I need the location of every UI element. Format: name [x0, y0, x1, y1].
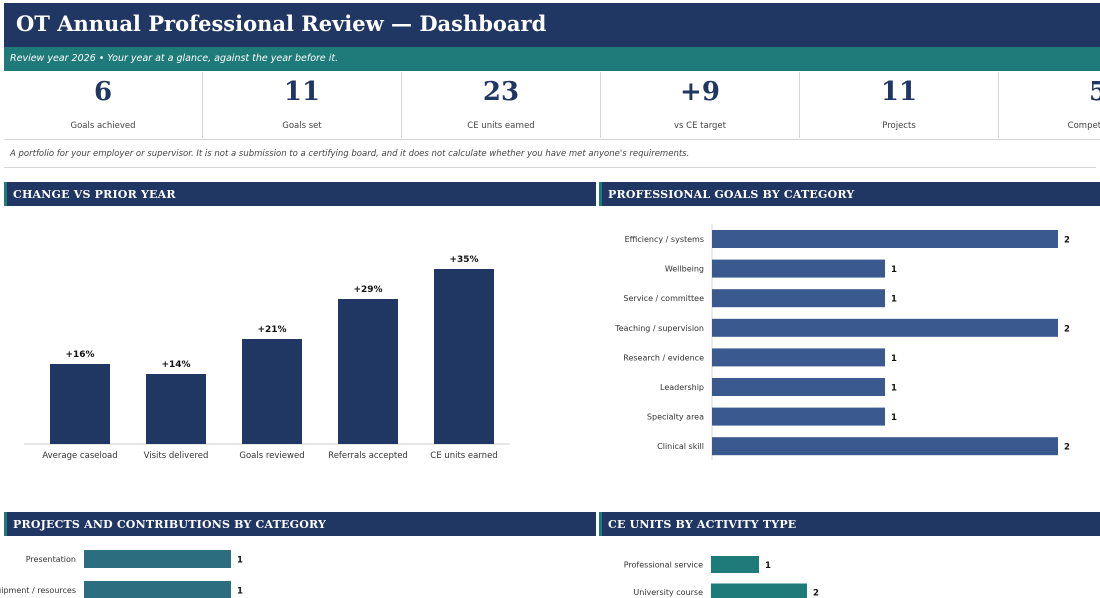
bar [712, 348, 885, 367]
data-label: 2 [813, 589, 819, 598]
data-label: 2 [1064, 324, 1070, 334]
data-label: 2 [1064, 443, 1070, 453]
y-tick-label: Presentation [26, 555, 76, 564]
data-label: +29% [353, 285, 382, 295]
bar [712, 289, 885, 308]
page-title: OT Annual Professional Review — Dashboar… [16, 11, 547, 36]
y-tick-label: Professional service [624, 561, 703, 570]
data-label: 1 [891, 295, 897, 305]
kpi-value: 11 [880, 77, 918, 107]
data-label: 1 [237, 556, 243, 566]
y-tick-label: University course [633, 588, 703, 597]
section-header-ce: CE UNITS BY ACTIVITY TYPE [599, 512, 1100, 536]
bar [712, 437, 1058, 456]
y-tick-label: Research / evidence [623, 353, 704, 362]
kpi-label: Goals achieved [70, 121, 136, 131]
x-tick-label: CE units earned [430, 451, 497, 461]
y-tick-label: Wellbeing [665, 265, 704, 274]
kpi-ce-units: 23 CE units earned [402, 72, 601, 138]
data-label: 1 [891, 384, 897, 394]
data-label: +21% [257, 325, 286, 335]
kpi-value: 6 [93, 77, 113, 107]
y-tick-label: Equipment / resources [0, 586, 76, 595]
data-label: 1 [765, 561, 771, 571]
title-bar: OT Annual Professional Review — Dashboar… [4, 3, 1100, 47]
bar [338, 299, 398, 444]
kpi-label: Competencies [1067, 121, 1100, 131]
chart-goals-by-category: Efficiency / systems 2 Wellbeing 1 Service /… [614, 224, 1070, 460]
section-title: CHANGE VS PRIOR YEAR [13, 188, 176, 201]
chart-ce-by-activity: Professional service 1 University course 2 [624, 556, 819, 598]
y-tick-label: Efficiency / systems [625, 235, 704, 244]
bar [711, 583, 807, 598]
subtitle-bar: Review year 2026 • Your year at a glance… [4, 47, 1100, 71]
kpi-value: +9 [680, 77, 720, 107]
kpi-projects: 11 Projects [800, 72, 999, 138]
x-tick-label: Referrals accepted [328, 451, 408, 461]
bar [712, 230, 1058, 248]
x-tick-label: Average caseload [42, 451, 117, 461]
bar [712, 318, 1058, 337]
section-header-change: CHANGE VS PRIOR YEAR [4, 182, 596, 206]
bar [711, 556, 759, 573]
kpi-label: vs CE target [673, 121, 726, 131]
bar [712, 259, 885, 278]
data-label: +16% [65, 350, 94, 360]
bar [434, 269, 494, 444]
y-tick-label: Teaching / supervision [614, 324, 704, 333]
disclaimer-text: A portfolio for your employer or supervi… [10, 149, 690, 159]
bar [712, 407, 885, 426]
kpi-label: Goals set [282, 121, 322, 131]
data-label: 2 [1064, 236, 1070, 246]
chart-change-vs-prior-year: +16% Average caseload +14% Visits delivered… [24, 255, 510, 461]
y-tick-label: Specialty area [647, 413, 704, 422]
y-tick-label: Clinical skill [657, 442, 704, 451]
kpi-label: Projects [882, 121, 916, 131]
bar [84, 581, 231, 598]
kpi-label: CE units earned [467, 121, 535, 131]
data-label: 1 [891, 413, 897, 423]
kpi-goals-achieved: 6 Goals achieved [4, 72, 203, 138]
y-tick-label: Service / committee [623, 294, 704, 303]
section-header-projects: PROJECTS AND CONTRIBUTIONS BY CATEGORY [4, 512, 596, 536]
x-tick-label: Goals reviewed [239, 451, 304, 461]
kpi-value: 23 [482, 77, 520, 107]
kpi-vs-ce-target: +9 vs CE target [601, 72, 800, 138]
disclaimer: A portfolio for your employer or supervi… [4, 139, 1096, 168]
section-header-goals: PROFESSIONAL GOALS BY CATEGORY [599, 182, 1100, 206]
x-tick-label: Visits delivered [144, 451, 209, 461]
page-subtitle: Review year 2026 • Your year at a glance… [10, 53, 339, 64]
bar [50, 364, 110, 444]
section-title: CE UNITS BY ACTIVITY TYPE [608, 518, 797, 531]
chart-projects-by-category: Presentation 1 Equipment / resources 1 [0, 550, 243, 598]
bar [242, 339, 302, 444]
section-title: PROFESSIONAL GOALS BY CATEGORY [608, 188, 855, 201]
bar [712, 378, 885, 396]
data-label: 1 [891, 265, 897, 275]
y-tick-label: Leadership [660, 383, 704, 392]
section-title: PROJECTS AND CONTRIBUTIONS BY CATEGORY [13, 518, 327, 531]
data-label: +35% [449, 255, 478, 265]
data-label: +14% [161, 360, 190, 370]
data-label: 1 [237, 587, 243, 597]
kpi-row: 6 Goals achieved 11 Goals set 23 CE unit… [4, 72, 1100, 140]
bar [84, 550, 231, 568]
data-label: 1 [891, 354, 897, 364]
kpi-goals-set: 11 Goals set [203, 72, 402, 138]
kpi-value: 11 [283, 77, 321, 107]
kpi-competencies: 5 Competencies [999, 72, 1100, 138]
kpi-value: 5 [999, 77, 1100, 107]
bar [146, 374, 206, 444]
